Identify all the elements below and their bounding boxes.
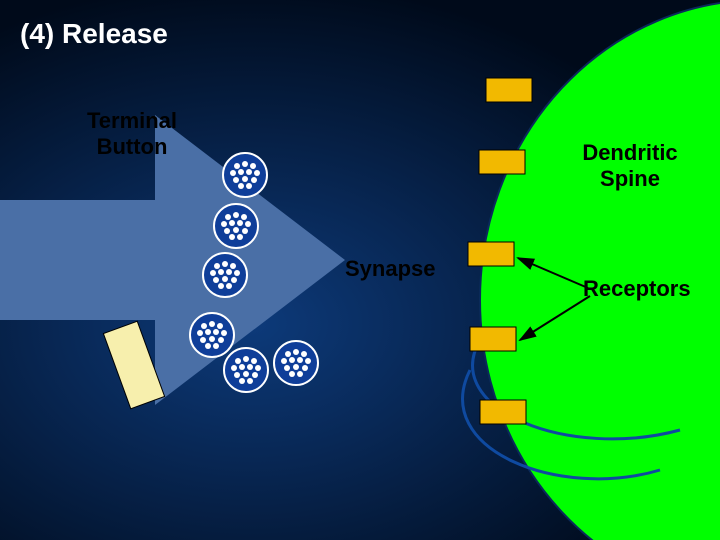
receptor-1 xyxy=(479,150,525,174)
receptor-4 xyxy=(480,400,526,424)
receptor-0 xyxy=(486,78,532,102)
label-synapse: Synapse xyxy=(345,256,436,282)
receptor-2 xyxy=(468,242,514,266)
label-terminal-button: Terminal Button xyxy=(62,108,202,160)
vesicle-4 xyxy=(224,348,268,392)
slide-title: (4) Release xyxy=(20,18,168,50)
diagram-stage: (4) Release Terminal Button Dendritic Spin… xyxy=(0,0,720,540)
receptor-3 xyxy=(470,327,516,351)
vesicle-2 xyxy=(203,253,247,297)
vesicle-5 xyxy=(274,341,318,385)
label-dendritic-spine: Dendritic Spine xyxy=(560,140,700,192)
label-receptors: Receptors xyxy=(583,276,691,302)
vesicle-3 xyxy=(190,313,234,357)
vesicle-1 xyxy=(214,204,258,248)
vesicle-0 xyxy=(223,153,267,197)
